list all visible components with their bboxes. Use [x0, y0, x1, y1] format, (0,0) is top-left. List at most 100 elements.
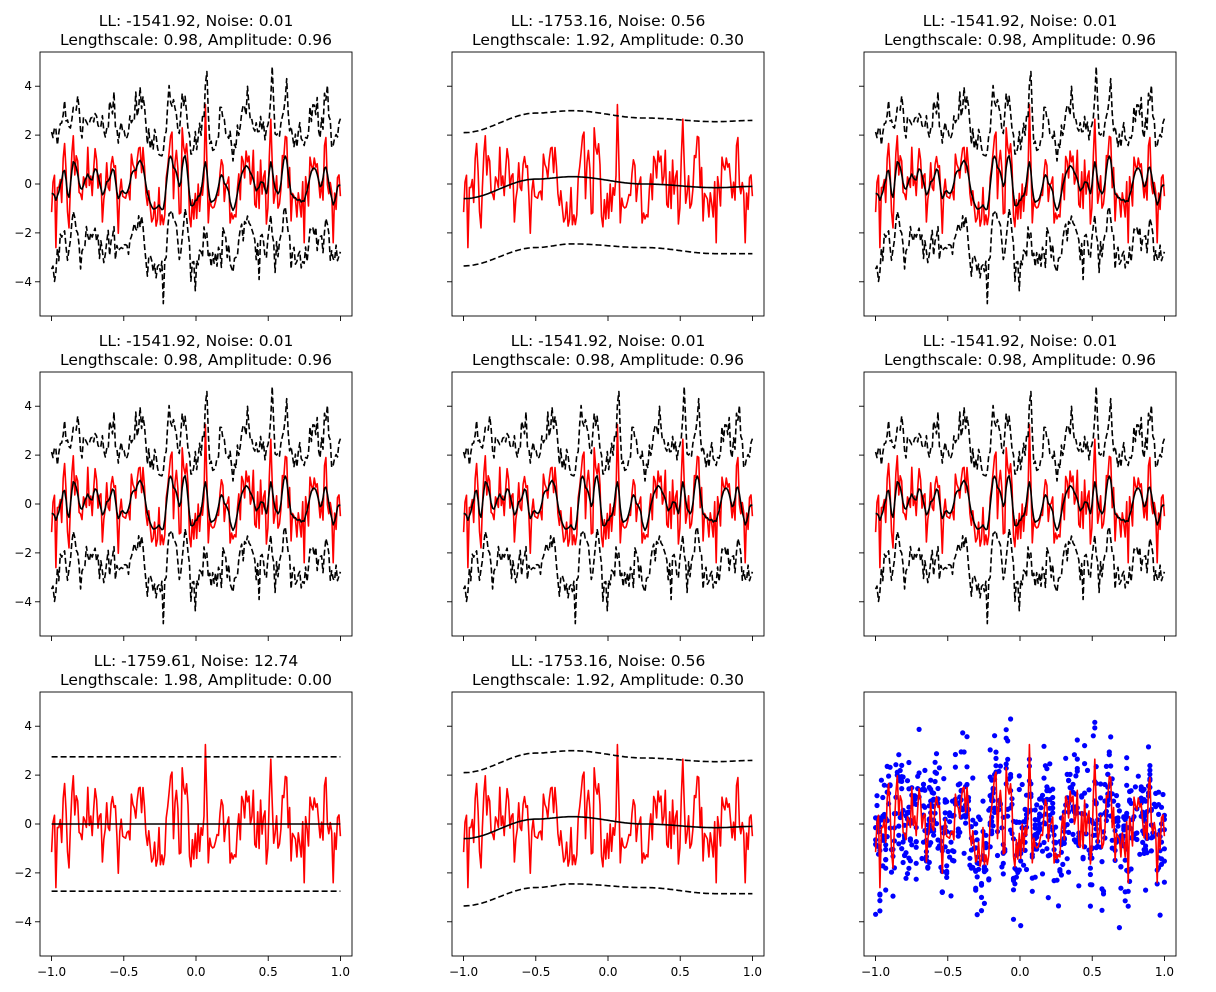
subplot-title-line2: Lengthscale: 0.98, Amplitude: 0.96 [60, 351, 332, 369]
lower-bound-line [463, 243, 753, 267]
scatter-point [1047, 761, 1053, 767]
subplot-title-line2: Lengthscale: 1.98, Amplitude: 0.00 [60, 671, 332, 689]
scatter-point [1038, 813, 1044, 819]
plot-area [462, 385, 754, 625]
scatter-point [880, 794, 886, 801]
scatter-point [1147, 763, 1153, 769]
scatter-point [973, 868, 979, 874]
scatter-point [1143, 843, 1149, 849]
scatter-point [915, 773, 921, 779]
scatter-point [883, 887, 889, 893]
scatter-point [1090, 733, 1096, 739]
scatter-point [896, 752, 902, 758]
scatter-point [1148, 835, 1154, 841]
scatter-point [883, 856, 889, 863]
subplot-1: −4 −2 0 2 4 LL: -1541.92, Noise: 0.01Lengthsc… [14, 12, 353, 321]
scatter-point [973, 821, 979, 827]
scatter-point [887, 764, 893, 770]
scatter-point [1041, 743, 1047, 749]
x-tick-label: −1.0 [861, 965, 890, 979]
x-tick-label: 0.0 [1010, 965, 1029, 979]
scatter-point [1099, 859, 1105, 865]
scatter-point [904, 809, 911, 816]
scatter-point [1008, 774, 1014, 780]
x-tick-label: −0.5 [933, 965, 962, 979]
scatter-point [948, 893, 954, 899]
scatter-point [1108, 763, 1114, 769]
data-series-line [50, 103, 342, 249]
scatter-point [906, 865, 912, 871]
scatter-point [1064, 771, 1070, 778]
scatter-point [1019, 781, 1025, 788]
plot-area [874, 65, 1166, 305]
scatter-point [1154, 881, 1160, 887]
scatter-point [1054, 858, 1060, 864]
scatter-point [1132, 784, 1138, 790]
scatter-point [883, 865, 889, 871]
scatter-point [1141, 850, 1147, 857]
scatter-point [944, 863, 950, 869]
scatter-point [981, 866, 988, 872]
y-tick-label: 0 [24, 497, 32, 511]
scatter-point [1073, 773, 1079, 779]
scatter-point [1098, 781, 1104, 787]
subplot-title-line2: Lengthscale: 1.92, Amplitude: 0.30 [472, 671, 744, 689]
plot-area [462, 103, 754, 267]
scatter-point [1103, 763, 1109, 770]
scatter-point [1021, 862, 1027, 868]
scatter-point [1074, 765, 1080, 772]
subplot-title-line1: LL: -1541.92, Noise: 0.01 [99, 12, 294, 30]
x-tick-label: −0.5 [109, 965, 138, 979]
scatter-point [928, 798, 934, 804]
x-tick-label: 1.0 [1155, 965, 1174, 979]
scatter-point [922, 787, 928, 793]
scatter-point [903, 875, 909, 881]
scatter-point [973, 887, 979, 893]
scatter-point [978, 882, 985, 888]
scatter-point [1125, 903, 1131, 909]
scatter-point [1087, 865, 1093, 871]
lower-bound-line [463, 883, 753, 907]
lower-bound-line [50, 206, 342, 305]
scatter-point [951, 848, 957, 855]
scatter-point [1054, 877, 1060, 883]
scatter-point [1018, 858, 1024, 864]
scatter-point [939, 889, 945, 896]
scatter-point [919, 855, 925, 862]
scatter-point [1066, 829, 1072, 836]
scatter-point [1003, 727, 1009, 733]
scatter-point [899, 786, 905, 792]
scatter-point [1068, 785, 1075, 791]
scatter-point [1124, 755, 1130, 761]
scatter-point [1005, 756, 1011, 762]
scatter-point [1032, 807, 1038, 813]
scatter-point [983, 840, 989, 847]
subplot-title-line1: LL: -1753.16, Noise: 0.56 [511, 652, 706, 670]
scatter-point [1134, 830, 1140, 836]
scatter-point [1016, 786, 1022, 793]
subplot-title-line2: Lengthscale: 0.98, Amplitude: 0.96 [884, 351, 1156, 369]
scatter-point [963, 814, 969, 820]
scatter-point [1115, 802, 1121, 809]
scatter-point [1140, 839, 1146, 846]
scatter-point [877, 898, 883, 904]
scatter-point [877, 908, 883, 914]
scatter-point [1000, 871, 1006, 877]
scatter-point [1005, 806, 1011, 813]
scatter-point [1147, 771, 1153, 777]
scatter-point [894, 769, 900, 775]
scatter-point [907, 836, 914, 842]
scatter-point [1041, 839, 1047, 846]
scatter-point [881, 811, 887, 818]
scatter-point [994, 852, 1001, 859]
scatter-point [1045, 895, 1051, 901]
scatter-point [873, 911, 879, 917]
scatter-point [1115, 818, 1121, 825]
scatter-point [1039, 871, 1046, 877]
scatter-point [973, 830, 979, 836]
data-series-line [462, 103, 754, 249]
scatter-point [1099, 886, 1105, 892]
scatter-point [952, 751, 959, 758]
